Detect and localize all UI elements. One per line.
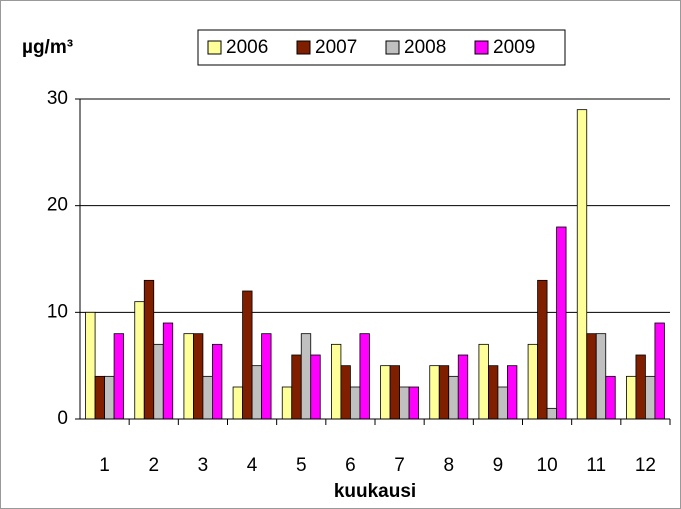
legend-box (197, 29, 566, 66)
x-tick-label: 9 (493, 455, 504, 476)
bar (261, 333, 272, 420)
y-tick-label: 10 (47, 301, 68, 322)
y-tick-label: 20 (47, 195, 68, 216)
bar (251, 365, 262, 420)
bar (408, 386, 419, 420)
bar (389, 365, 400, 420)
bar (193, 333, 204, 420)
bar (359, 333, 370, 420)
bar (507, 365, 518, 420)
x-tick-label: 5 (296, 455, 307, 476)
x-tick-label: 7 (394, 455, 405, 476)
bar (457, 354, 469, 420)
bar (331, 343, 342, 420)
bar (183, 333, 194, 420)
x-tick-label: 10 (537, 455, 558, 476)
legend-swatch (207, 40, 222, 55)
bar (448, 375, 459, 420)
bar (104, 375, 115, 420)
bar (134, 301, 145, 420)
bar (212, 343, 223, 420)
bar (438, 365, 450, 420)
legend-label: 2007 (315, 37, 357, 58)
bar (143, 279, 155, 420)
bar (310, 354, 321, 420)
bar (232, 386, 243, 420)
legend-swatch (385, 40, 400, 55)
bar (497, 386, 508, 420)
x-tick-label: 2 (148, 455, 159, 476)
bar (429, 365, 440, 420)
x-axis-label: kuukausi (334, 481, 416, 502)
bar (242, 290, 253, 420)
x-tick-label: 8 (443, 455, 454, 476)
bar (291, 354, 302, 420)
bar (645, 375, 656, 420)
x-tick-label: 1 (99, 455, 110, 476)
bar (537, 279, 548, 420)
y-tick-label: 0 (57, 408, 68, 429)
legend-label: 2006 (226, 37, 268, 58)
x-tick-label: 6 (345, 455, 356, 476)
x-tick-label: 12 (635, 455, 656, 476)
x-tick-label: 11 (586, 455, 606, 476)
legend-swatch (474, 40, 489, 55)
bar (340, 365, 351, 420)
bar (85, 311, 96, 420)
y-tick-label: 30 (47, 88, 68, 109)
bar (595, 333, 607, 420)
x-tick-label: 3 (198, 455, 209, 476)
bar (527, 343, 538, 420)
bar (546, 407, 557, 420)
legend-label: 2008 (404, 37, 446, 58)
bar (153, 343, 164, 420)
bar (626, 375, 637, 420)
bar (300, 333, 312, 420)
bar (654, 322, 665, 420)
bar (605, 375, 616, 420)
bar (478, 343, 489, 420)
bar (162, 322, 174, 420)
bar (350, 386, 361, 420)
bar (380, 365, 391, 420)
bar (281, 386, 293, 420)
bar (399, 386, 410, 420)
bar (556, 226, 567, 420)
bar (488, 365, 499, 420)
legend-swatch (296, 40, 311, 55)
bar (202, 375, 213, 420)
bar (113, 333, 124, 420)
bar (635, 354, 646, 420)
legend-label: 2009 (493, 37, 535, 58)
y-axis-label: µg/m³ (22, 37, 73, 58)
bar (576, 109, 588, 420)
x-tick-label: 4 (247, 455, 258, 476)
bar (94, 375, 105, 420)
bar (586, 333, 597, 420)
